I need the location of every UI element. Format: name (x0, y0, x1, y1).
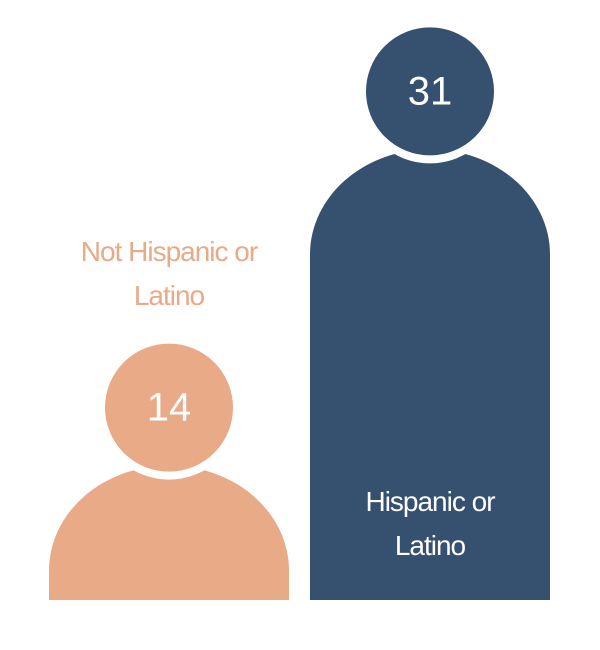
figure-head (97, 335, 241, 480)
category-label: Hispanic or Latino (365, 486, 495, 561)
figure: 31 (310, 19, 550, 600)
value-label: 31 (408, 69, 453, 113)
figure-body (49, 465, 289, 600)
category-label: Not Hispanic or Latino (80, 235, 258, 311)
value-label: 14 (147, 386, 192, 430)
figure-body (310, 149, 550, 600)
figure-head (358, 19, 502, 164)
figure: 14 (49, 335, 289, 600)
